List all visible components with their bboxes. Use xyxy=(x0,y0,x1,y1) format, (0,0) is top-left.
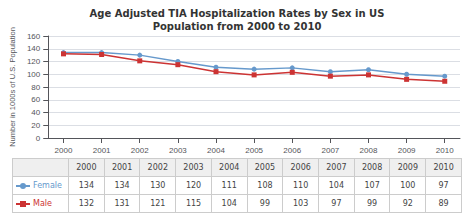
html-text:104: 104 xyxy=(221,199,237,208)
svg-text:140: 140 xyxy=(27,44,41,53)
svg-text:2000: 2000 xyxy=(55,146,73,155)
svg-text:Number in 1000s of U.S. Popula: Number in 1000s of U.S. Population xyxy=(8,27,17,147)
html-text:134: 134 xyxy=(78,181,94,190)
html-text:99: 99 xyxy=(367,199,378,208)
html-text:107: 107 xyxy=(364,181,380,190)
html-text:2004: 2004 xyxy=(219,163,240,172)
svg-text:2002: 2002 xyxy=(131,146,149,155)
html-text:92: 92 xyxy=(402,199,413,208)
html-text:Male: Male xyxy=(33,199,52,208)
html-text:108: 108 xyxy=(257,181,273,190)
svg-text:2003: 2003 xyxy=(169,146,187,155)
html-text:2010: 2010 xyxy=(433,163,454,172)
html-text:134: 134 xyxy=(114,181,130,190)
svg-text:2001: 2001 xyxy=(93,146,111,155)
svg-text:60: 60 xyxy=(31,95,40,104)
html-text:121: 121 xyxy=(150,199,166,208)
svg-text:2010: 2010 xyxy=(436,146,454,155)
svg-text:20: 20 xyxy=(31,121,40,130)
html-text:115: 115 xyxy=(185,199,202,208)
html-text:131: 131 xyxy=(114,199,130,208)
html-text:2005: 2005 xyxy=(254,163,276,172)
html-text:97: 97 xyxy=(438,181,449,190)
html-text:104: 104 xyxy=(328,181,344,190)
svg-text:0: 0 xyxy=(36,134,41,143)
svg-text:40: 40 xyxy=(31,108,40,117)
html-text:2001: 2001 xyxy=(111,163,133,172)
html-text:132: 132 xyxy=(78,199,94,208)
html-text:99: 99 xyxy=(259,199,270,208)
svg-text:2004: 2004 xyxy=(207,146,225,155)
svg-text:120: 120 xyxy=(27,57,41,66)
svg-text:2007: 2007 xyxy=(321,146,339,155)
html-text:2006: 2006 xyxy=(290,163,311,172)
svg-text:100: 100 xyxy=(27,70,41,79)
html-text:Female: Female xyxy=(33,181,62,190)
html-text:111: 111 xyxy=(221,181,237,190)
html-text:2009: 2009 xyxy=(397,163,418,172)
svg-text:Age Adjusted TIA Hospitalizati: Age Adjusted TIA Hospitalization Rates b… xyxy=(90,8,385,19)
html-text:130: 130 xyxy=(150,181,166,190)
svg-text:2005: 2005 xyxy=(245,146,263,155)
html-text:110: 110 xyxy=(293,181,309,190)
svg-text:2006: 2006 xyxy=(283,146,301,155)
html-text:2002: 2002 xyxy=(147,163,168,172)
html-text:100: 100 xyxy=(400,181,416,190)
svg-text:80: 80 xyxy=(31,83,40,92)
html-text:97: 97 xyxy=(331,199,342,208)
svg-text:2008: 2008 xyxy=(360,146,378,155)
html-text:2007: 2007 xyxy=(326,163,347,172)
svg-text:2009: 2009 xyxy=(398,146,416,155)
html-text:89: 89 xyxy=(438,199,449,208)
svg-text:Population from 2000 to 2010: Population from 2000 to 2010 xyxy=(153,21,322,32)
svg-text:160: 160 xyxy=(27,32,41,41)
html-text:2000: 2000 xyxy=(76,163,97,172)
html-text:2003: 2003 xyxy=(183,163,204,172)
html-text:103: 103 xyxy=(293,199,309,208)
html-text:2008: 2008 xyxy=(361,163,383,172)
html-text:120: 120 xyxy=(185,181,202,190)
